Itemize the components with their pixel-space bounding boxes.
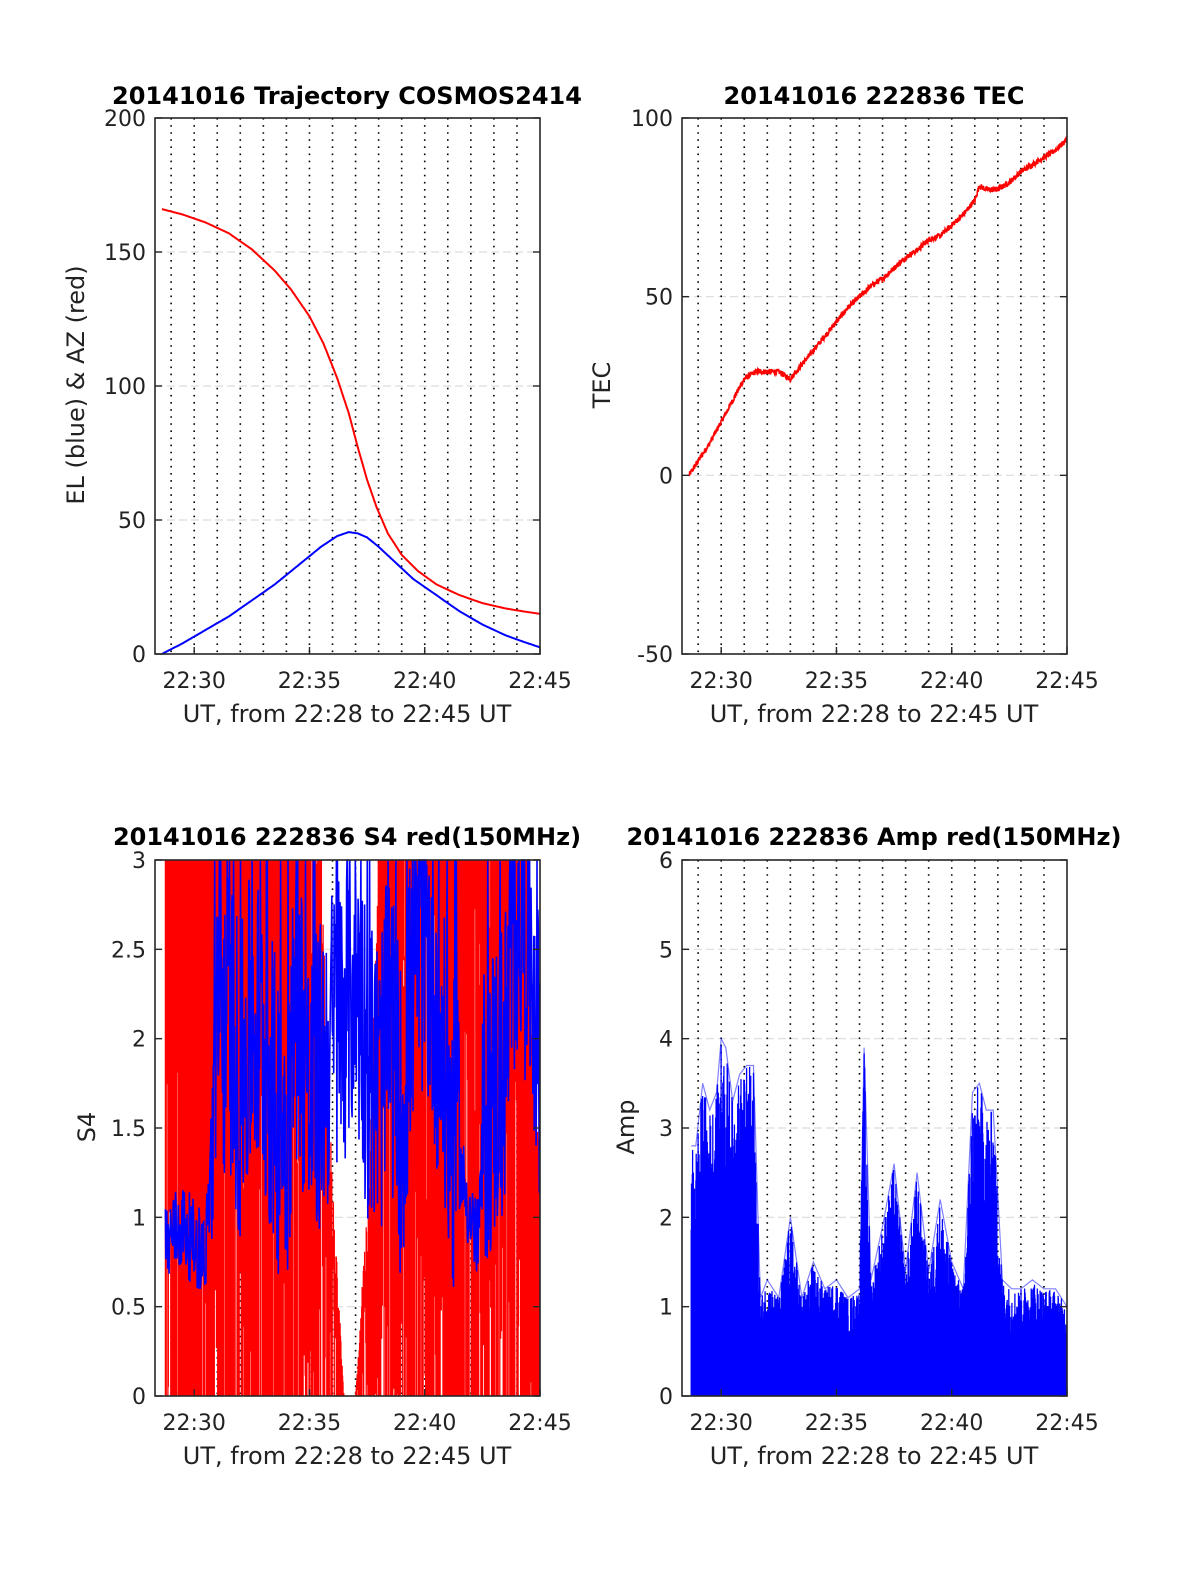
grid bbox=[682, 118, 1067, 654]
y-tick-label: 100 bbox=[631, 107, 673, 132]
y-ticks: -50 0 50 100 bbox=[631, 107, 1067, 668]
y-ticks: 0 50 100 150 200 bbox=[104, 107, 540, 668]
chart-title: 20141016 222836 S4 red(150MHz) bbox=[113, 823, 581, 851]
plot-marks bbox=[161, 208, 541, 655]
y-tick-label: 200 bbox=[104, 107, 146, 132]
series-line bbox=[161, 208, 541, 615]
panel-s4: 20141016 222836 S4 red(150MHz) S4 UT, fr… bbox=[73, 823, 581, 1470]
x-ticks: 22:30 22:35 22:40 22:45 bbox=[689, 1389, 1099, 1436]
plot-frame bbox=[681, 117, 1068, 655]
y-tick-label: 1.5 bbox=[111, 1117, 146, 1142]
y-tick-label: 150 bbox=[104, 241, 146, 266]
plot-frame bbox=[154, 117, 541, 655]
x-axis-label: UT, from 22:28 to 22:45 UT bbox=[183, 700, 512, 728]
x-tick-label: 22:35 bbox=[278, 1411, 341, 1436]
panel-tec: 20141016 222836 TEC TEC UT, from 22:28 t… bbox=[588, 82, 1099, 728]
x-axis-label: UT, from 22:28 to 22:45 UT bbox=[710, 1442, 1039, 1470]
y-tick-label: 100 bbox=[104, 375, 146, 400]
x-tick-label: 22:45 bbox=[508, 1411, 571, 1436]
y-tick-label: 0 bbox=[659, 464, 673, 489]
x-tick-label: 22:45 bbox=[1035, 1411, 1098, 1436]
y-tick-label: 50 bbox=[118, 509, 146, 534]
y-tick-label: 0 bbox=[132, 1385, 146, 1410]
plot-frame bbox=[154, 859, 541, 1397]
y-tick-label: 5 bbox=[659, 938, 673, 963]
x-tick-label: 22:40 bbox=[920, 669, 983, 694]
y-axis-label: TEC bbox=[588, 362, 616, 410]
series-line bbox=[164, 859, 541, 1289]
y-tick-label: 3 bbox=[659, 1117, 673, 1142]
y-tick-label: 1 bbox=[132, 1206, 146, 1231]
y-tick-label: 1 bbox=[659, 1296, 673, 1321]
plot-frame bbox=[681, 859, 1068, 1397]
chart-title: 20141016 Trajectory COSMOS2414 bbox=[112, 82, 582, 110]
x-tick-label: 22:30 bbox=[162, 669, 225, 694]
grid bbox=[155, 118, 540, 654]
x-axis-label: UT, from 22:28 to 22:45 UT bbox=[183, 1442, 512, 1470]
x-tick-label: 22:35 bbox=[805, 1411, 868, 1436]
x-tick-label: 22:40 bbox=[393, 669, 456, 694]
x-tick-label: 22:30 bbox=[162, 1411, 225, 1436]
y-tick-label: 50 bbox=[645, 286, 673, 311]
plot-marks bbox=[164, 859, 541, 1396]
y-ticks: 0 0.5 1 1.5 2 2.5 3 bbox=[111, 849, 540, 1410]
plot-marks bbox=[688, 135, 1068, 477]
y-tick-label: 2.5 bbox=[111, 938, 146, 963]
y-tick-label: 0 bbox=[659, 1385, 673, 1410]
x-tick-label: 22:35 bbox=[805, 669, 868, 694]
y-tick-label: 6 bbox=[659, 849, 673, 874]
series-amp-bars bbox=[690, 1045, 1068, 1396]
panel-amp: 20141016 222836 Amp red(150MHz) Amp UT, … bbox=[612, 823, 1121, 1470]
series-envelope bbox=[691, 1036, 1068, 1308]
y-axis-label: Amp bbox=[612, 1099, 640, 1154]
y-axis-label: EL (blue) & AZ (red) bbox=[62, 265, 90, 504]
x-tick-label: 22:45 bbox=[1035, 669, 1098, 694]
y-axis-label: S4 bbox=[73, 1112, 101, 1143]
x-tick-label: 22:40 bbox=[393, 1411, 456, 1436]
y-tick-label: 4 bbox=[659, 1028, 673, 1053]
chart-title: 20141016 222836 TEC bbox=[724, 82, 1025, 110]
x-ticks: 22:30 22:35 22:40 22:45 bbox=[689, 647, 1099, 694]
y-tick-label: 2 bbox=[659, 1206, 673, 1231]
x-tick-label: 22:30 bbox=[689, 669, 752, 694]
chart-title: 20141016 222836 Amp red(150MHz) bbox=[627, 823, 1122, 851]
x-axis-label: UT, from 22:28 to 22:45 UT bbox=[710, 700, 1039, 728]
y-tick-label: 0 bbox=[132, 643, 146, 668]
y-tick-label: -50 bbox=[637, 643, 673, 668]
series-line bbox=[161, 531, 541, 655]
plot-marks bbox=[690, 1036, 1068, 1396]
series-line bbox=[688, 135, 1068, 477]
y-tick-label: 3 bbox=[132, 849, 146, 874]
y-tick-label: 0.5 bbox=[111, 1296, 146, 1321]
panel-trajectory: 20141016 Trajectory COSMOS2414 EL (blue)… bbox=[62, 82, 582, 728]
x-ticks: 22:30 22:35 22:40 22:45 bbox=[162, 1389, 572, 1436]
x-ticks: 22:30 22:35 22:40 22:45 bbox=[162, 647, 572, 694]
x-tick-label: 22:30 bbox=[689, 1411, 752, 1436]
x-tick-label: 22:40 bbox=[920, 1411, 983, 1436]
x-tick-label: 22:45 bbox=[508, 669, 571, 694]
x-tick-label: 22:35 bbox=[278, 669, 341, 694]
y-tick-label: 2 bbox=[132, 1028, 146, 1053]
